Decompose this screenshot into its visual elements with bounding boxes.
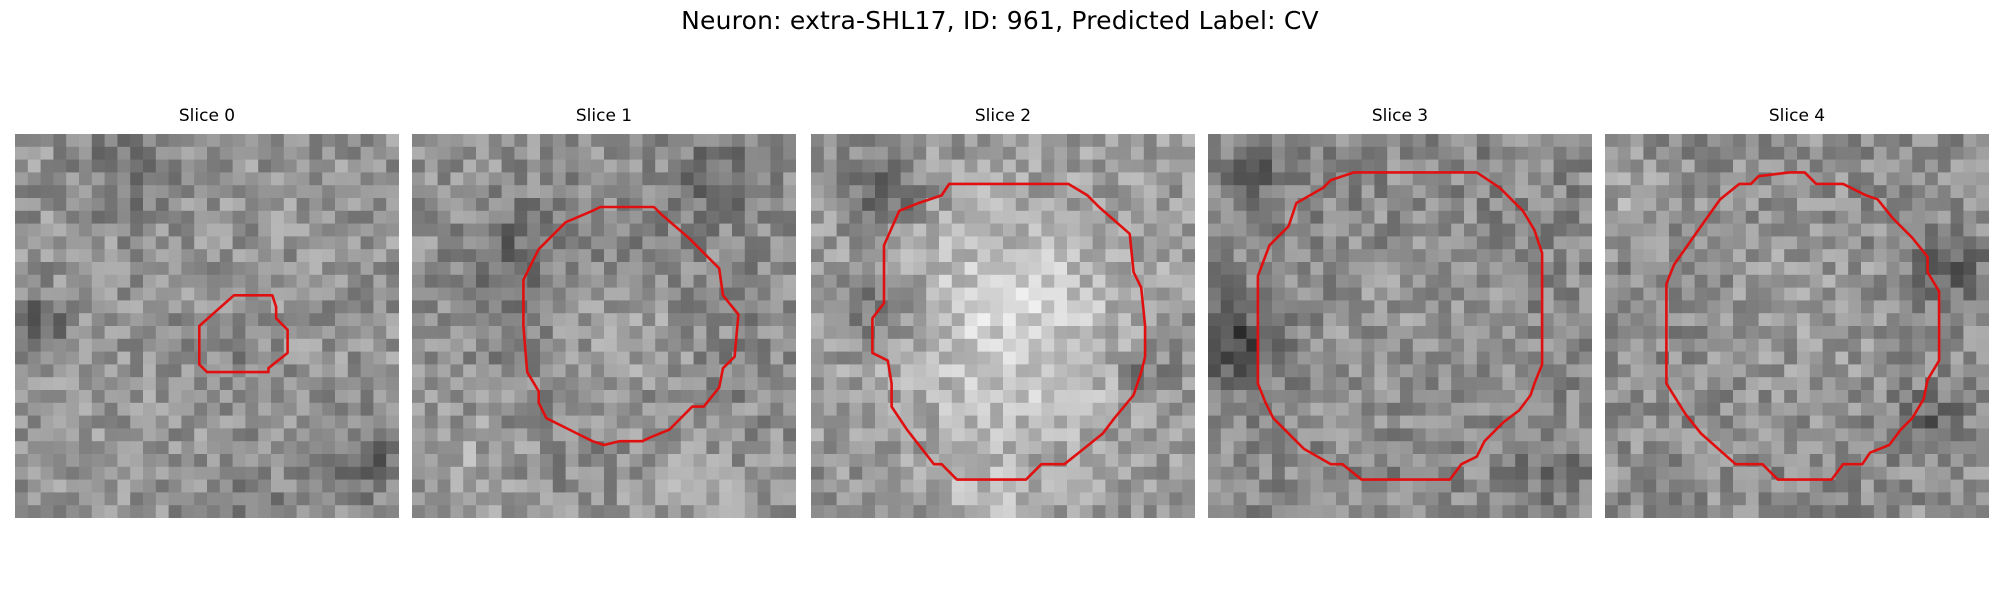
segmentation-contour (198, 294, 289, 374)
slice-panel-4: Slice 4 (1605, 106, 1989, 518)
slice-panel-2: Slice 2 (811, 106, 1195, 518)
segmentation-contour (1256, 171, 1544, 481)
pixel-texture (15, 134, 399, 518)
segmentation-contour (522, 205, 740, 447)
pixel-texture (1605, 134, 1989, 518)
slice-title: Slice 3 (1371, 106, 1429, 126)
slice-title: Slice 0 (178, 106, 236, 126)
slice-title: Slice 4 (1768, 106, 1826, 126)
slice-image (1605, 134, 1989, 518)
slice-image (15, 134, 399, 518)
pixel-texture (1208, 134, 1592, 518)
slice-panel-0: Slice 0 (15, 106, 399, 518)
slice-title: Slice 1 (575, 106, 633, 126)
slice-panel-3: Slice 3 (1208, 106, 1592, 518)
segmentation-contour (871, 182, 1147, 481)
figure-title: Neuron: extra-SHL17, ID: 961, Predicted … (681, 6, 1319, 35)
slice-panel-1: Slice 1 (412, 106, 796, 518)
pixel-texture (412, 134, 796, 518)
pixel-texture (811, 134, 1195, 518)
slice-image (1208, 134, 1592, 518)
slice-image (412, 134, 796, 518)
slice-image (811, 134, 1195, 518)
segmentation-contour (1665, 171, 1941, 481)
slice-title: Slice 2 (974, 106, 1032, 126)
